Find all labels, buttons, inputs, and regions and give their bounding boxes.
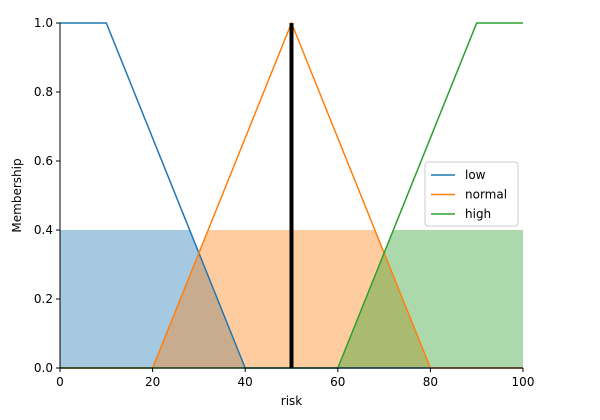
y-tick-label: 0.8 xyxy=(34,85,53,99)
legend-label-high: high xyxy=(465,207,491,221)
x-tick-label: 40 xyxy=(238,375,253,389)
y-axis-label: Membership xyxy=(10,158,24,232)
axes xyxy=(59,23,523,369)
x-tick-label: 100 xyxy=(512,375,535,389)
legend-label-normal: normal xyxy=(465,188,507,202)
x-axis-label: risk xyxy=(281,394,303,408)
x-tick-label: 80 xyxy=(423,375,438,389)
x-tick-label: 20 xyxy=(145,375,160,389)
y-tick-label: 0.2 xyxy=(34,292,53,306)
y-tick-label: 0.4 xyxy=(34,223,53,237)
y-tick-label: 0.0 xyxy=(34,361,53,375)
legend-box xyxy=(424,161,519,227)
y-tick-label: 0.6 xyxy=(34,154,53,168)
x-tick-label: 60 xyxy=(330,375,345,389)
y-tick-label: 1.0 xyxy=(34,16,53,30)
ticks: 0 20 40 60 80 100 0.0 0.2 0.4 0.6 0.8 1.0 xyxy=(34,16,535,389)
legend-label-low: low xyxy=(465,168,486,182)
legend: low normal high xyxy=(424,161,519,227)
x-tick-label: 0 xyxy=(56,375,64,389)
activation-fill-high xyxy=(60,230,523,368)
activation-fill-low xyxy=(60,230,523,368)
